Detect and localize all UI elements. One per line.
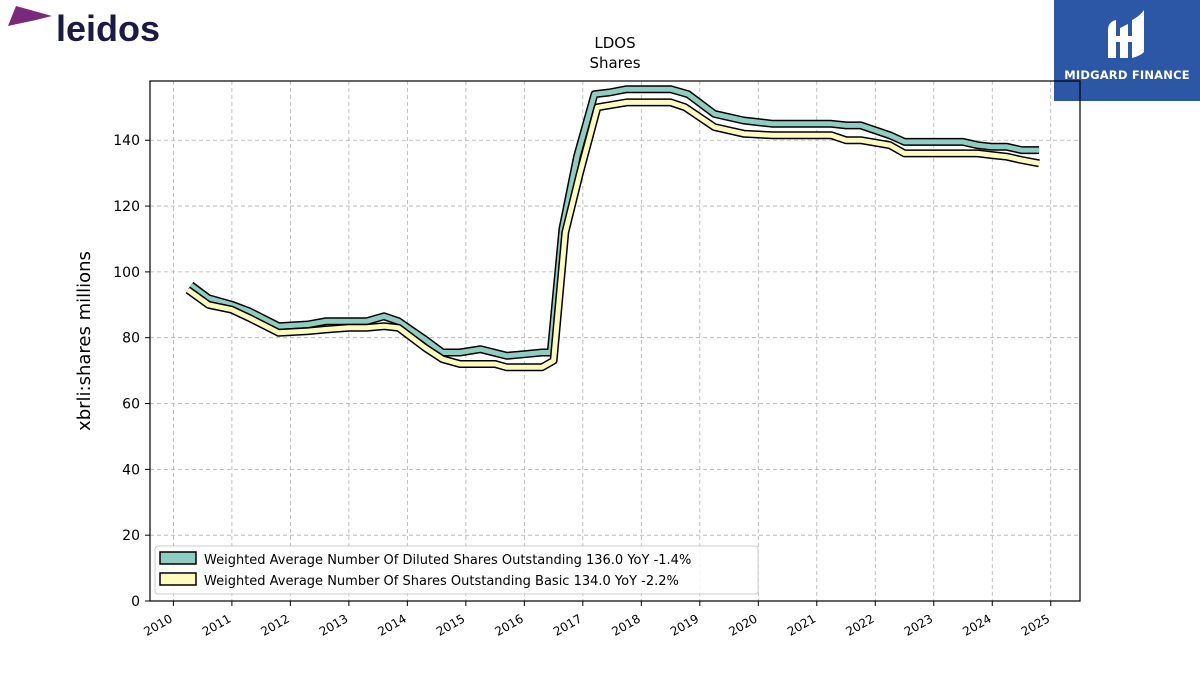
y-axis-label: xbrli:shares millions bbox=[74, 251, 95, 431]
x-tick-label: 2016 bbox=[492, 611, 525, 638]
x-tick-label: 2024 bbox=[960, 611, 993, 638]
y-axis: 0 20 40 60 80 100 120 140 bbox=[113, 133, 150, 610]
x-tick-label: 2019 bbox=[668, 611, 701, 638]
x-tick-label: 2022 bbox=[843, 611, 876, 638]
x-axis: 2010 2011 2012 2013 2014 2015 2016 2017 2018 2019… bbox=[141, 601, 1052, 639]
x-tick-label: 2020 bbox=[726, 611, 759, 638]
logo-mark-icon bbox=[8, 6, 52, 26]
series-diluted-line bbox=[189, 86, 1040, 359]
y-tick-label: 120 bbox=[113, 199, 140, 215]
y-tick-label: 80 bbox=[122, 331, 140, 347]
y-tick-label: 140 bbox=[113, 133, 140, 149]
series-diluted-outline bbox=[188, 85, 1040, 360]
y-tick-label: 60 bbox=[122, 397, 140, 413]
brand-mark-icon bbox=[1108, 10, 1144, 58]
legend-swatch-basic bbox=[159, 572, 197, 586]
y-tick-label: 40 bbox=[122, 462, 140, 478]
chart-title: LDOS bbox=[594, 34, 635, 52]
legend-swatch-diluted bbox=[159, 551, 197, 565]
brand-name: MIDGARD FINANCE bbox=[1064, 68, 1190, 82]
logo-mark-shadow-icon bbox=[8, 16, 52, 26]
legend-label-basic: Weighted Average Number Of Shares Outsta… bbox=[204, 574, 679, 589]
y-tick-label: 100 bbox=[113, 265, 140, 281]
x-tick-label: 2012 bbox=[258, 611, 291, 638]
x-tick-label: 2018 bbox=[609, 611, 642, 638]
legend-box bbox=[154, 545, 759, 595]
leidos-logo: leidos bbox=[8, 6, 160, 49]
logo-wordmark: leidos bbox=[56, 8, 160, 49]
plot-frame bbox=[149, 80, 1081, 602]
x-tick-label: 2025 bbox=[1019, 611, 1052, 638]
series-basic-line bbox=[186, 99, 1040, 370]
x-tick-label: 2021 bbox=[785, 611, 818, 638]
x-tick-label: 2010 bbox=[141, 611, 174, 638]
x-tick-label: 2017 bbox=[551, 611, 584, 638]
grid-lines bbox=[150, 81, 1080, 602]
x-tick-label: 2011 bbox=[200, 611, 233, 638]
x-tick-label: 2013 bbox=[317, 611, 350, 638]
brand-badge: MIDGARD FINANCE bbox=[1054, 0, 1200, 101]
series-layer bbox=[185, 85, 1040, 372]
x-tick-label: 2015 bbox=[434, 611, 467, 638]
x-tick-label: 2014 bbox=[375, 611, 408, 638]
x-tick-label: 2023 bbox=[902, 611, 935, 638]
chart-subtitle: Shares bbox=[589, 54, 640, 72]
legend-label-diluted: Weighted Average Number Of Diluted Share… bbox=[204, 553, 691, 568]
legend: Weighted Average Number Of Diluted Share… bbox=[154, 545, 759, 595]
y-tick-label: 0 bbox=[131, 594, 140, 610]
y-tick-label: 20 bbox=[122, 528, 140, 544]
